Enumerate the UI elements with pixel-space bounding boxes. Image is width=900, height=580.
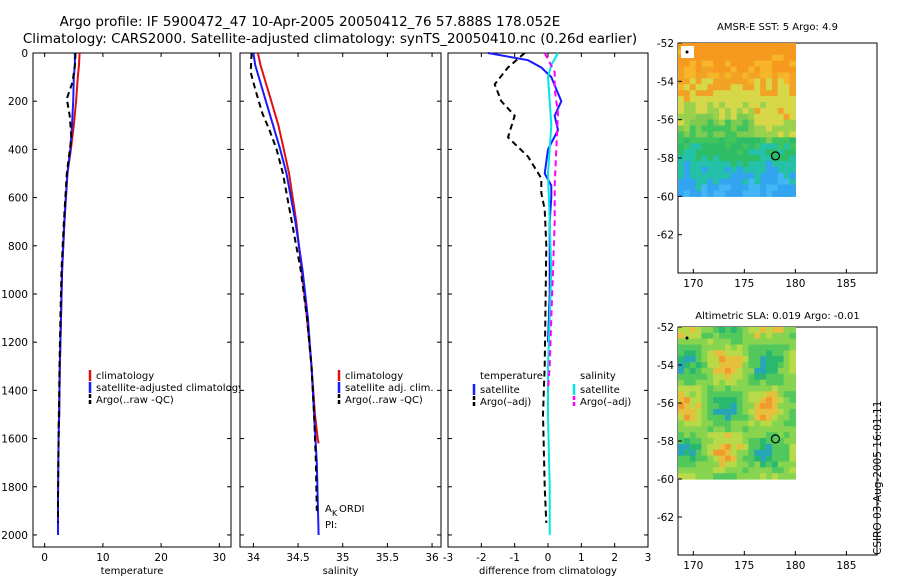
- sst_map-ytick-label: -60: [657, 191, 674, 203]
- difference-xtick-label: -2: [476, 552, 486, 564]
- salinity-legend-argo: Argo(..raw -QC): [345, 395, 423, 406]
- sla_map-ytick-label: -52: [657, 322, 674, 334]
- sst_map-ytick-label: -62: [657, 230, 674, 242]
- sst_map-xtick-label: 175: [734, 278, 754, 290]
- sst_map-ytick-label: -58: [657, 153, 674, 165]
- sla_map-xtick-label: 180: [785, 560, 805, 572]
- figure-title-line-2: Climatology: CARS2000. Satellite-adjuste…: [22, 31, 638, 47]
- difference-xtick-label: -1: [509, 552, 519, 564]
- difference-xtick-label: 3: [645, 552, 652, 564]
- salinity-xlabel: salinity: [323, 566, 359, 577]
- salinity-xtick-label: 34.5: [286, 552, 309, 564]
- difference-xtick-label: 2: [611, 552, 618, 564]
- sst-map-land-dot: [685, 50, 689, 54]
- temperature-ytick-label: 1800: [1, 482, 28, 494]
- sla_map-xtick-label: 170: [683, 560, 703, 572]
- temperature-axes-frame: [32, 52, 232, 548]
- difference-xtick-label: -3: [443, 552, 453, 564]
- sst_map-ytick-label: -52: [657, 38, 674, 50]
- difference-legend-temp-sat: satellite: [480, 385, 520, 396]
- sla_map-ytick-label: -56: [657, 398, 674, 410]
- temperature-ytick-label: 400: [8, 144, 28, 156]
- temperature-legend-argo: Argo(..raw -QC): [96, 395, 174, 406]
- sst_map-title: AMSR-E SST: 5 Argo: 4.9: [717, 22, 838, 33]
- sla_map-xtick-label: 185: [836, 560, 856, 572]
- temperature-xtick-label: 20: [154, 552, 167, 564]
- sla_map-title: Altimetric SLA: 0.019 Argo: -0.01: [695, 311, 860, 322]
- temperature-ytick-label: 1000: [1, 289, 28, 301]
- sst_map-xtick-label: 180: [785, 278, 805, 290]
- sst_map-ytick-label: -54: [657, 76, 674, 88]
- salinity-axes-frame: [239, 52, 442, 548]
- temperature-ytick-label: 2000: [1, 530, 28, 542]
- salinity-annotation-k: K: [332, 509, 338, 518]
- salinity-annotation-a: A: [325, 504, 332, 515]
- difference-series-salinity-satellite: [546, 52, 559, 535]
- difference-xtick-label: 0: [545, 552, 552, 564]
- temperature-xlabel: temperature: [101, 566, 164, 577]
- salinity-legend-sat: satellite adj. clim.: [345, 383, 434, 394]
- difference-axes-frame: [447, 52, 649, 548]
- sla_map-ytick-label: -62: [657, 512, 674, 524]
- temperature-legend-clim: climatology: [96, 371, 154, 382]
- temperature-ytick-label: 200: [8, 96, 28, 108]
- salinity-xtick-label: 34: [247, 552, 261, 564]
- difference-legend-temperature-title: temperature: [480, 371, 543, 382]
- temperature-xtick-label: 0: [41, 552, 48, 564]
- figure-title-line-1: Argo profile: IF 5900472_47 10-Apr-2005 …: [59, 14, 561, 30]
- salinity-series-argo-raw-qc-: [249, 52, 318, 511]
- salinity-annotation-ordi: ORDI: [339, 504, 364, 515]
- temperature-ytick-label: 1200: [1, 337, 28, 349]
- sst_map-xtick-label: 185: [836, 278, 856, 290]
- sst_map-xtick-label: 170: [683, 278, 703, 290]
- difference-legend-temp-argo: Argo(–adj): [480, 397, 531, 408]
- salinity-annotation-pi: PI:: [325, 520, 337, 531]
- difference-legend-sal-sat: satellite: [580, 385, 620, 396]
- temperature-ytick-label: 800: [8, 241, 28, 253]
- temperature-ytick-label: 0: [21, 48, 28, 60]
- sla_map-ytick-label: -58: [657, 436, 674, 448]
- sla_map-xtick-label: 175: [734, 560, 754, 572]
- temperature-ytick-label: 600: [8, 193, 28, 205]
- difference-legend-salinity-title: salinity: [580, 371, 616, 382]
- sla_map-ytick-label: -54: [657, 360, 674, 372]
- sla_map-field: [678, 327, 796, 480]
- salinity-legend-clim: climatology: [345, 371, 403, 382]
- creation-stamp: CSIRO 03-Aug-2005 16:01:11: [872, 400, 884, 555]
- difference-series-salinity-argo-adj-: [543, 52, 560, 391]
- salinity-xtick-label: 36: [425, 552, 439, 564]
- sla_map-ytick-label: -60: [657, 474, 674, 486]
- salinity-xtick-label: 35: [336, 552, 349, 564]
- temperature-ytick-label: 1600: [1, 434, 28, 446]
- difference-xtick-label: 1: [578, 552, 585, 564]
- sst_map-ytick-label: -56: [657, 115, 674, 127]
- sla_map-argo-marker: [770, 434, 781, 444]
- difference-xlabel: difference from climatology: [479, 566, 617, 577]
- temperature-xtick-label: 30: [213, 552, 226, 564]
- salinity-xtick-label: 35.5: [376, 552, 399, 564]
- temperature-legend-sat: satellite-adjusted climatology: [96, 383, 244, 394]
- sst_map-field: [678, 43, 796, 197]
- temperature-ytick-label: 1400: [1, 385, 28, 397]
- temperature-xtick-label: 10: [96, 552, 109, 564]
- sla-map-land-dot: [685, 336, 689, 340]
- difference-legend-sal-argo: Argo(–adj): [580, 397, 631, 408]
- sst_map-argo-marker: [770, 151, 781, 161]
- temperature-series-argo-raw-qc-: [57, 52, 77, 523]
